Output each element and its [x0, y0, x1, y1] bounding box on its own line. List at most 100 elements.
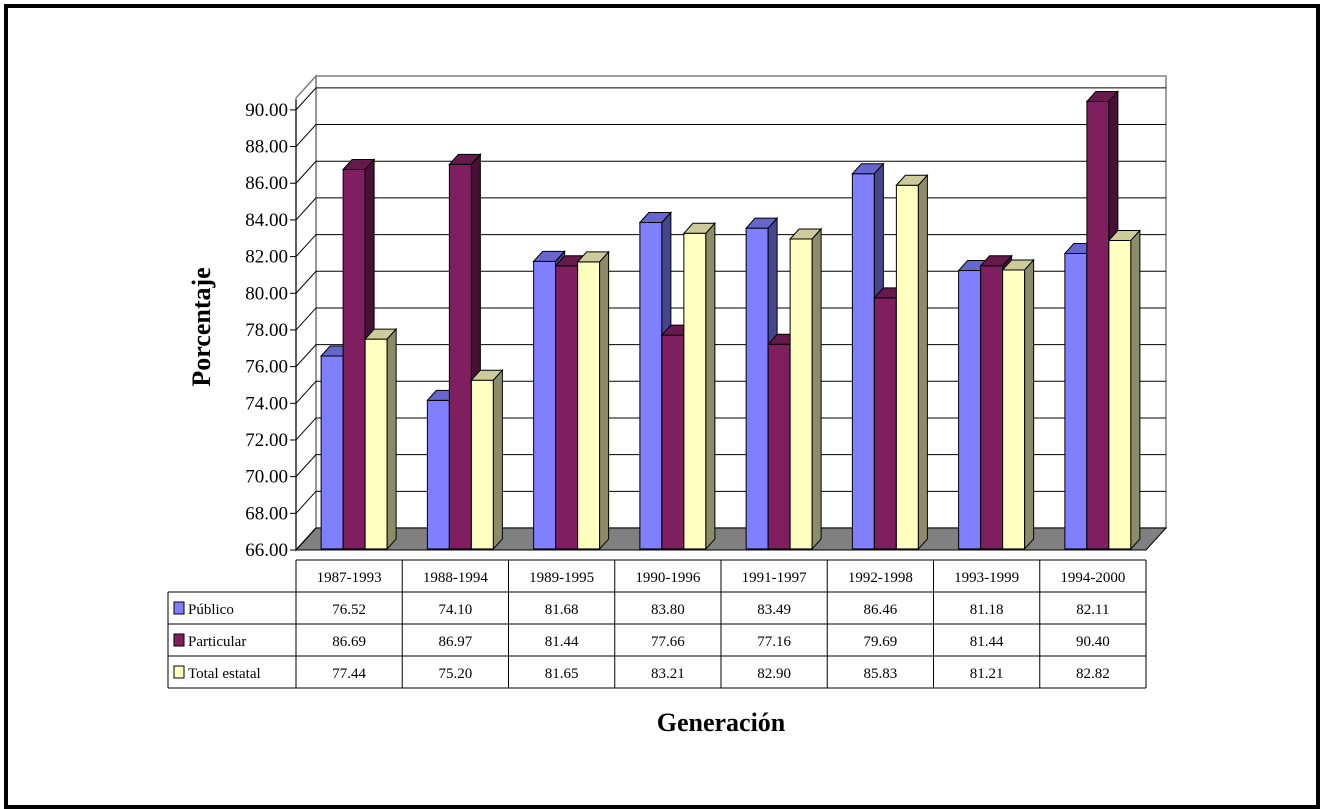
bar-front — [533, 260, 557, 550]
category-label: 1992-1998 — [848, 570, 913, 586]
legend-entry: Particular — [188, 634, 246, 650]
data-cell: 74.10 — [439, 602, 473, 618]
legend-entry: Público — [188, 602, 234, 618]
category-label: 1989-1995 — [529, 570, 594, 586]
bar — [364, 327, 398, 551]
legend-key — [173, 665, 185, 679]
data-cell: 81.65 — [545, 666, 579, 682]
bar — [470, 368, 504, 551]
bar-side — [1024, 258, 1035, 551]
data-cell: 76.52 — [332, 602, 366, 618]
data-cell: 83.49 — [757, 602, 791, 618]
data-cell: 77.66 — [651, 634, 685, 650]
y-tick-label: 90.00 — [245, 100, 288, 121]
data-cell: 77.44 — [332, 666, 366, 682]
bar-front — [873, 297, 897, 550]
bar-side — [599, 250, 610, 551]
data-cell: 90.40 — [1076, 634, 1110, 650]
bar-front — [1064, 252, 1088, 550]
data-cell: 83.80 — [651, 602, 685, 618]
y-tick-label: 68.00 — [245, 503, 288, 524]
y-tick-label: 88.00 — [245, 137, 288, 158]
bar-front — [895, 184, 919, 550]
bar — [895, 173, 929, 551]
category-label: 1990-1996 — [635, 570, 700, 586]
data-cell: 82.90 — [757, 666, 791, 682]
y-tick-label: 86.00 — [245, 173, 288, 194]
bar-front — [683, 232, 707, 550]
bar-front — [320, 355, 344, 550]
y-tick-label: 72.00 — [245, 430, 288, 451]
category-label: 1987-1993 — [317, 570, 382, 586]
bar-front — [745, 227, 769, 550]
chart-frame: 66.00 68.00 70.00 72.00 74.00 76.00 78.00 80.00… — [4, 4, 1320, 809]
y-tick-label: 66.00 — [245, 540, 288, 561]
legend-key — [173, 601, 185, 615]
bar — [1001, 258, 1035, 551]
data-cell: 77.16 — [757, 634, 791, 650]
bar — [789, 227, 823, 551]
category-label: 1991-1997 — [742, 570, 807, 586]
gridline — [295, 124, 1166, 147]
bar-side — [1130, 229, 1141, 551]
y-tick-label: 82.00 — [245, 247, 288, 268]
data-cell: 86.46 — [864, 602, 898, 618]
bar-front — [1108, 239, 1132, 550]
bar-front — [426, 399, 450, 550]
floor — [294, 527, 1168, 551]
data-cell: 85.83 — [864, 666, 898, 682]
y-tick-label: 74.00 — [245, 393, 288, 414]
data-cell: 81.18 — [970, 602, 1004, 618]
y-tick-label: 84.00 — [245, 210, 288, 231]
bar-side — [811, 227, 822, 551]
data-table: 1987-1993 1988-1994 1989-1995 1990-1996 1991… — [167, 559, 1147, 689]
gridline — [295, 160, 1166, 184]
bar — [576, 250, 610, 551]
y-tick-label: 80.00 — [245, 283, 288, 304]
bar-front — [661, 334, 685, 550]
bar-front — [342, 168, 366, 550]
bar-front — [470, 379, 494, 550]
bar-front — [639, 221, 663, 550]
y-tick-label: 76.00 — [245, 357, 288, 378]
bar-front — [789, 238, 813, 550]
y-tick-label: 70.00 — [245, 467, 288, 488]
data-cell: 81.44 — [970, 634, 1004, 650]
data-cell: 86.97 — [439, 634, 473, 650]
plot-walls — [294, 74, 1168, 552]
bar-front — [577, 261, 601, 550]
data-cell: 79.69 — [864, 634, 898, 650]
bar-side — [492, 368, 503, 551]
bar-front — [958, 270, 982, 550]
data-cell: 82.82 — [1076, 666, 1110, 682]
data-cell: 86.69 — [332, 634, 366, 650]
bar-front — [767, 343, 791, 550]
bars — [320, 90, 1141, 551]
y-tick-labels: 66.00 68.00 70.00 72.00 74.00 76.00 78.00 80.00… — [245, 100, 288, 561]
gridline — [295, 87, 1166, 111]
y-tick-label: 78.00 — [245, 320, 288, 341]
bar-side — [917, 173, 928, 551]
category-label: 1994-2000 — [1060, 570, 1125, 586]
y-axis-label: Porcentaje — [187, 267, 216, 386]
bar-front — [1086, 100, 1110, 550]
data-cell: 81.21 — [970, 666, 1004, 682]
category-label: 1988-1994 — [423, 570, 488, 586]
bar-front — [980, 265, 1004, 550]
data-cell: 75.20 — [439, 666, 473, 682]
bar-front — [364, 338, 388, 550]
bar-front — [1002, 269, 1026, 550]
bar-front — [555, 265, 579, 550]
legend-entry: Total estatal — [188, 666, 261, 682]
data-cell: 81.44 — [545, 634, 579, 650]
x-axis-label: Generación — [657, 708, 786, 737]
data-cell: 83.21 — [651, 666, 685, 682]
bar — [682, 221, 716, 551]
data-cell: 82.11 — [1076, 602, 1109, 618]
bar-chart: 66.00 68.00 70.00 72.00 74.00 76.00 78.00 80.00… — [167, 74, 1168, 737]
category-label: 1993-1999 — [954, 570, 1019, 586]
bar-front — [448, 163, 472, 550]
bar — [1107, 229, 1141, 551]
bar-side — [386, 327, 397, 551]
bar-side — [705, 221, 716, 551]
